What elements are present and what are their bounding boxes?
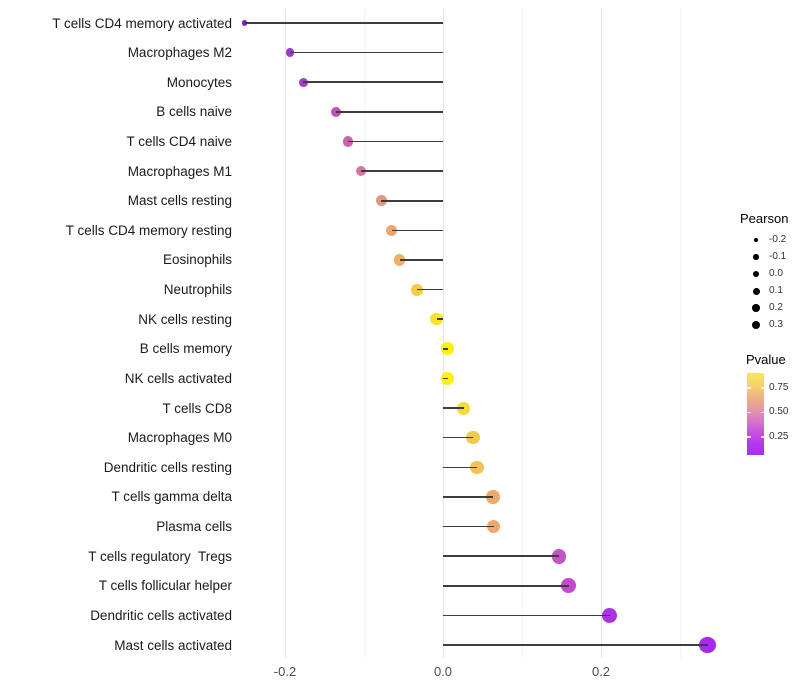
size-legend-dot [753, 237, 759, 243]
lollipop-point [331, 106, 342, 117]
category-label: T cells CD8 [162, 400, 232, 416]
category-label: Macrophages M1 [127, 163, 232, 179]
gridline-minor [680, 8, 681, 658]
lollipop-point [457, 401, 471, 415]
lollipop-stem [416, 288, 443, 291]
category-label: Eosinophils [162, 252, 232, 268]
lollipop-point [285, 48, 294, 57]
colorbar-label: 0.25 [769, 430, 789, 442]
colorbar-tick [760, 411, 764, 414]
lollipop-point [466, 431, 480, 445]
lollipop-stem [348, 140, 443, 143]
gridline-major [601, 8, 602, 658]
colorbar-label: 0.75 [769, 382, 789, 393]
size-legend-label: 0.0 [769, 268, 783, 279]
lollipop-point [343, 136, 354, 147]
x-axis-tick-label: -0.2 [273, 664, 297, 679]
lollipop-point [241, 20, 248, 26]
gridline-major [285, 8, 286, 658]
lollipop-stem [360, 170, 443, 172]
lollipop-stem [443, 377, 448, 380]
lollipop-stem [443, 407, 464, 409]
lollipop-stem [443, 584, 569, 587]
category-label: T cells CD4 memory activated [52, 15, 232, 31]
lollipop-stem [443, 466, 477, 469]
category-label: Dendritic cells activated [90, 607, 232, 623]
category-label: B cells naive [156, 104, 232, 120]
lollipop-stem [443, 348, 448, 350]
size-legend-dot [752, 287, 760, 295]
category-label: T cells regulatory Tregs [88, 548, 232, 564]
colorbar-label: 0.50 [769, 406, 789, 418]
category-label: Monocytes [166, 74, 232, 90]
category-label: Dendritic cells resting [103, 459, 232, 475]
lollipop-stem [436, 318, 443, 320]
lollipop-stem [443, 436, 474, 439]
size-legend-label: 0.1 [769, 285, 783, 296]
size-legend-label: 0.2 [769, 302, 783, 313]
plot-panel [243, 8, 723, 658]
lollipop-stem [336, 111, 443, 113]
category-label: Plasma cells [156, 519, 232, 535]
category-label: Macrophages M2 [127, 45, 232, 61]
category-label: NK cells activated [124, 370, 232, 386]
size-legend-label: 0.3 [769, 319, 783, 330]
colorbar-tick [747, 436, 751, 438]
colorbar-tick [747, 411, 751, 414]
lollipop-point [430, 312, 443, 326]
lollipop-stem [443, 555, 560, 557]
x-axis-tick-label: 0.2 [591, 664, 611, 679]
lollipop-stem [391, 229, 443, 232]
category-label: Mast cells activated [114, 637, 232, 653]
lollipop-point [699, 636, 717, 654]
lollipop-stem [399, 259, 443, 261]
category-label: B cells memory [139, 341, 232, 357]
size-legend-label: -0.1 [769, 251, 787, 262]
colorbar-tick [760, 436, 764, 438]
color-legend-title: Pvalue [746, 352, 786, 367]
colorbar-tick [747, 387, 751, 389]
size-legend-dot [753, 254, 759, 260]
lollipop-stem [443, 525, 494, 528]
lollipop-stem [303, 81, 443, 84]
gridline-minor [364, 8, 365, 658]
colorbar-tick [760, 387, 764, 389]
size-legend-dot [751, 320, 761, 330]
lollipop-stem [443, 614, 610, 617]
size-legend-label: -0.2 [769, 234, 787, 245]
size-legend-dot [752, 270, 760, 278]
category-label: T cells follicular helper [98, 578, 232, 594]
lollipop-stem [244, 22, 443, 24]
pvalue-colorbar [747, 373, 764, 455]
lollipop-stem [289, 51, 443, 54]
size-legend-title: Pearson [740, 211, 789, 226]
category-label: T cells CD4 memory resting [65, 222, 232, 238]
lollipop-point [486, 519, 501, 534]
lollipop-stem [443, 644, 708, 646]
size-legend-dot [752, 304, 760, 312]
category-label: NK cells resting [138, 311, 232, 327]
lollipop-point [410, 283, 423, 296]
category-label: Macrophages M0 [127, 430, 232, 446]
gridline-minor [522, 8, 523, 658]
category-label: Mast cells resting [127, 193, 232, 209]
category-label: T cells CD4 naive [126, 133, 232, 149]
category-label: Neutrophils [163, 282, 232, 298]
gridline-major [443, 8, 444, 658]
category-label: T cells gamma delta [111, 489, 232, 505]
x-axis-tick-label: 0.0 [433, 664, 453, 679]
lollipop-stem [443, 496, 493, 498]
lollipop-stem [381, 199, 443, 202]
lollipop-point [486, 490, 500, 504]
